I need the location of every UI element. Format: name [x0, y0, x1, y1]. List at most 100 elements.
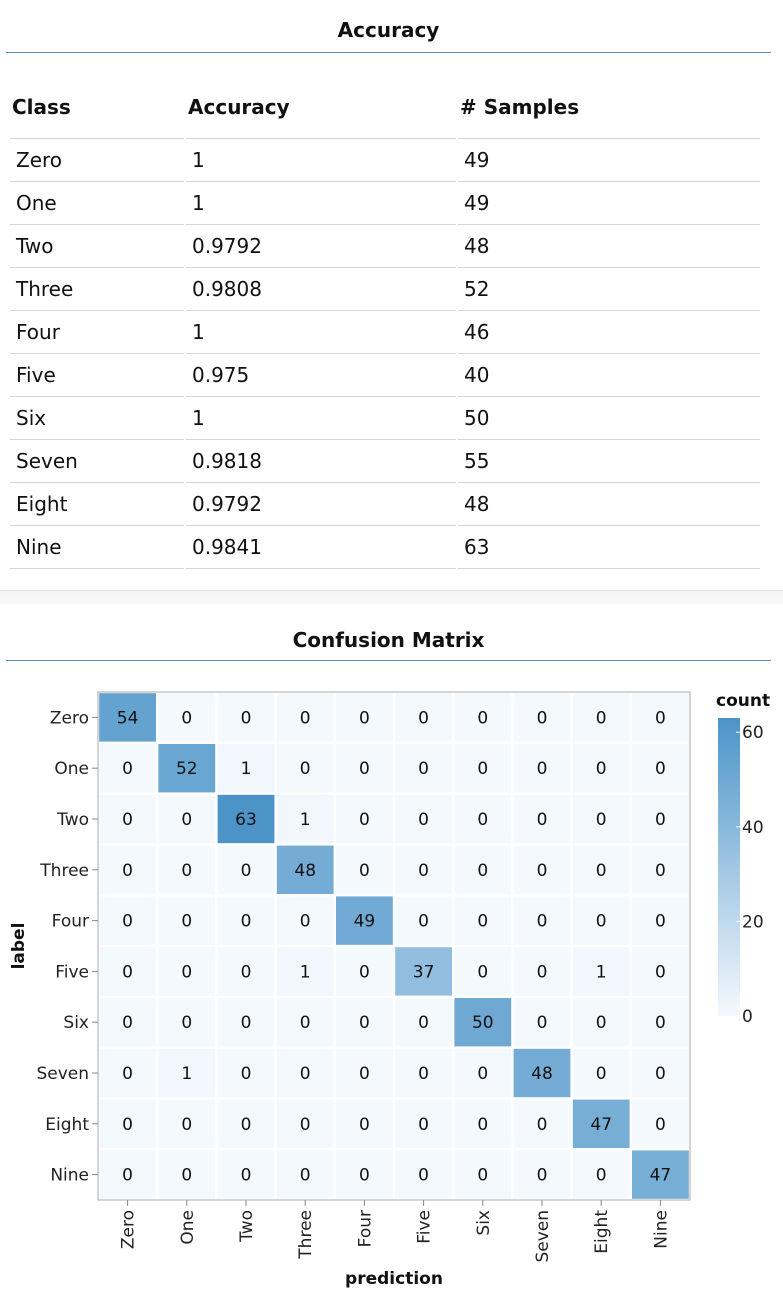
heatmap-cell	[513, 845, 571, 894]
heatmap-cell	[158, 947, 216, 996]
cell-value: 49	[354, 912, 376, 932]
column-header-samples: # Samples	[458, 76, 760, 139]
heatmap-cell	[336, 998, 393, 1047]
cell-value: 0	[241, 1013, 252, 1033]
heatmap-cell	[99, 744, 156, 793]
table-row: Six 1 50	[10, 397, 760, 440]
cell-value: 0	[359, 759, 370, 779]
cell-class: Two	[10, 225, 184, 268]
table-row: Two 0.9792 48	[10, 225, 760, 268]
legend-tick-label: 40	[742, 818, 764, 838]
cell-value: 0	[241, 861, 252, 881]
cell-value: 0	[537, 1166, 548, 1186]
cell-value: 0	[596, 1064, 607, 1084]
cell-value: 0	[655, 1115, 666, 1135]
cell-value: 0	[537, 759, 548, 779]
panel-separator	[0, 590, 783, 604]
cell-value: 0	[359, 1064, 370, 1084]
heatmap-cell	[395, 1150, 452, 1199]
heatmap-cell	[513, 947, 571, 996]
accuracy-title-rule	[6, 52, 771, 53]
cell-value: 0	[181, 810, 192, 830]
cell-samples: 63	[458, 526, 760, 569]
heatmap-cell	[513, 998, 571, 1047]
heatmap-cell	[99, 845, 156, 894]
cell-accuracy: 0.975	[186, 354, 456, 397]
heatmap-cell	[336, 794, 393, 844]
confusion-matrix-title: Confusion Matrix	[292, 628, 485, 652]
x-tick-label: Zero	[119, 1210, 139, 1249]
heatmap-cell	[454, 947, 512, 996]
cell-value: 52	[176, 759, 198, 779]
heatmap-cell	[395, 744, 452, 793]
cell-value: 0	[418, 1013, 429, 1033]
cell-value: 50	[472, 1013, 494, 1033]
cell-value: 0	[241, 912, 252, 932]
heatmap-cell	[513, 693, 571, 742]
cell-value: 0	[181, 1166, 192, 1186]
table-row: Eight 0.9792 48	[10, 483, 760, 526]
heatmap-cell	[158, 794, 216, 844]
heatmap-cell	[572, 1150, 630, 1199]
cell-value: 0	[359, 1013, 370, 1033]
x-tick-label: Nine	[651, 1210, 671, 1249]
cell-value: 0	[596, 759, 607, 779]
heatmap-cell	[217, 947, 275, 996]
heatmap-cell	[276, 744, 334, 793]
cell-accuracy: 1	[186, 139, 456, 182]
cell-value: 0	[359, 1115, 370, 1135]
cell-value: 1	[241, 759, 252, 779]
heatmap-cell	[632, 794, 689, 844]
cell-accuracy: 0.9808	[186, 268, 456, 311]
cell-value: 1	[300, 810, 311, 830]
y-tick-label: Four	[52, 912, 89, 932]
cell-value: 0	[477, 708, 488, 728]
y-tick-label: Zero	[50, 708, 89, 728]
cell-value: 0	[655, 810, 666, 830]
cell-class: Four	[10, 311, 184, 354]
heatmap-cell	[572, 998, 630, 1047]
heatmap-cell	[572, 896, 630, 945]
heatmap-cell	[158, 693, 216, 742]
heatmap-cell	[276, 947, 334, 996]
heatmap-cell	[513, 794, 571, 844]
heatmap-cell	[276, 794, 334, 844]
y-tick-label: Three	[39, 861, 89, 881]
heatmap-cell	[572, 1099, 630, 1148]
heatmap-cell	[632, 1099, 689, 1148]
accuracy-table-header: Class Accuracy # Samples	[10, 76, 760, 139]
heatmap-cell	[99, 693, 156, 742]
cell-value: 0	[241, 1115, 252, 1135]
heatmap-cell	[217, 1099, 275, 1148]
cell-value: 0	[122, 861, 133, 881]
heatmap-cell	[395, 998, 452, 1047]
cell-samples: 55	[458, 440, 760, 483]
cell-class: Three	[10, 268, 184, 311]
heatmap-cell	[99, 998, 156, 1047]
cell-value: 0	[477, 861, 488, 881]
cell-value: 0	[537, 708, 548, 728]
heatmap-cell	[572, 693, 630, 742]
heatmap-cell	[336, 693, 393, 742]
cell-value: 0	[596, 1013, 607, 1033]
cell-value: 0	[477, 1166, 488, 1186]
heatmap-cell	[513, 1150, 571, 1199]
confusion-matrix-panel: Confusion Matrix	[0, 604, 783, 1302]
cell-value: 0	[655, 962, 666, 982]
cell-value: 1	[596, 962, 607, 982]
heatmap-cell	[572, 794, 630, 844]
heatmap-cell	[336, 947, 393, 996]
cell-value: 0	[359, 861, 370, 881]
cell-value: 0	[359, 1166, 370, 1186]
cell-accuracy: 0.9818	[186, 440, 456, 483]
cell-value: 47	[650, 1166, 672, 1186]
cell-value: 63	[235, 810, 257, 830]
heatmap-cell	[336, 896, 393, 945]
cell-value: 0	[537, 962, 548, 982]
cell-value: 0	[122, 1013, 133, 1033]
heatmap-cell	[454, 1099, 512, 1148]
accuracy-title: Accuracy	[337, 18, 440, 42]
plot-frame	[97, 691, 691, 1201]
heatmap-cell	[217, 693, 275, 742]
